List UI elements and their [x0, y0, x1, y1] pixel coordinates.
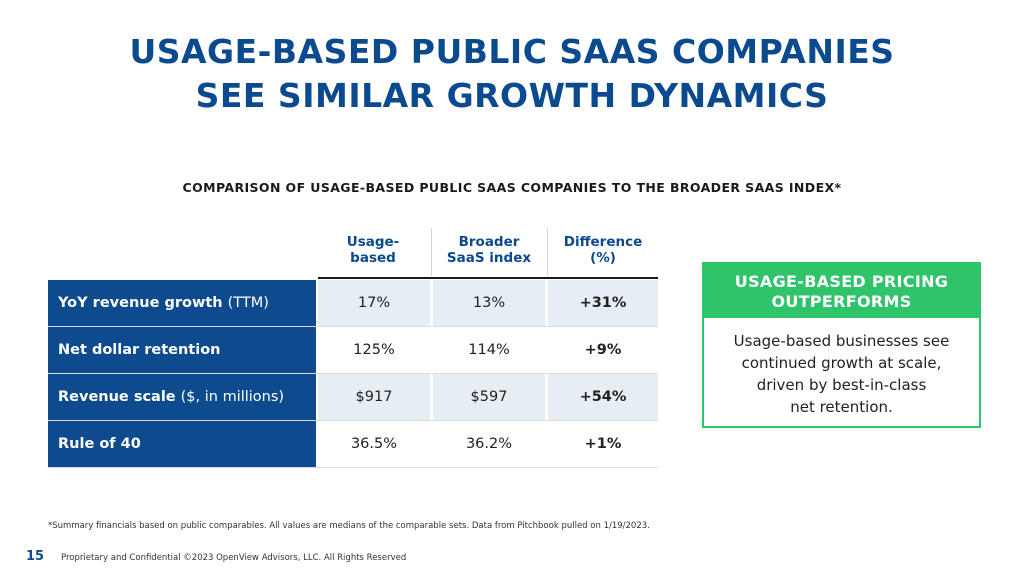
table-subtitle: COMPARISON OF USAGE-BASED PUBLIC SAAS CO…: [182, 180, 842, 195]
table-row: YoY revenue growth (TTM) 17% 13% +31%: [48, 280, 658, 326]
callout-heading: USAGE-BASED PRICING OUTPERFORMS: [704, 264, 979, 318]
table-row: Net dollar retention 125% 114% +9%: [48, 327, 658, 373]
usage-based-value: 125%: [353, 342, 395, 358]
page-number: 15: [26, 549, 45, 564]
callout-body: Usage-based businesses see continued gro…: [733, 332, 950, 416]
row-label: YoY revenue growth (TTM): [48, 280, 316, 326]
header-rule: [318, 277, 658, 279]
broader-index-value: 114%: [468, 342, 510, 358]
slide-title-line-2: SEE SIMILAR GROWTH DYNAMICS: [195, 76, 829, 115]
usage-based-value: 17%: [318, 280, 430, 326]
table-row: Revenue scale ($, in millions) $917 $597 …: [48, 374, 658, 420]
slide-title-line-1: USAGE-BASED PUBLIC SAAS COMPANIES: [129, 32, 895, 71]
header-divider: [431, 228, 432, 276]
row-divider: [48, 373, 658, 374]
usage-based-value: $917: [318, 374, 430, 420]
row-divider: [48, 420, 658, 421]
table-row: Rule of 40 36.5% 36.2% +1%: [48, 421, 658, 467]
footnote: *Summary financials based on public comp…: [48, 521, 650, 531]
row-label: Revenue scale ($, in millions): [48, 374, 316, 420]
difference-value: +31%: [548, 280, 658, 326]
difference-value: +54%: [548, 374, 658, 420]
row-label: Net dollar retention: [48, 327, 316, 373]
row-label: Rule of 40: [48, 421, 316, 467]
difference-value: +9%: [584, 342, 622, 358]
broader-index-value: 36.2%: [465, 436, 513, 452]
usage-based-value: 36.5%: [350, 436, 398, 452]
column-header-usage-based: Usage- based: [346, 234, 400, 266]
difference-value: +1%: [584, 436, 622, 452]
confidential-notice: Proprietary and Confidential ©2023 OpenV…: [61, 553, 407, 563]
slide-title: USAGE-BASED PUBLIC SAAS COMPANIES SEE SI…: [0, 30, 1024, 118]
column-header-broader-saas-index: Broader SaaS index: [446, 234, 532, 266]
header-divider: [547, 228, 548, 276]
column-header-difference: Difference (%): [563, 234, 643, 266]
callout-box: USAGE-BASED PRICING OUTPERFORMS Usage-ba…: [702, 262, 981, 428]
broader-index-value: 13%: [433, 280, 545, 326]
row-divider: [48, 326, 658, 327]
row-divider: [48, 467, 658, 468]
broader-index-value: $597: [433, 374, 545, 420]
